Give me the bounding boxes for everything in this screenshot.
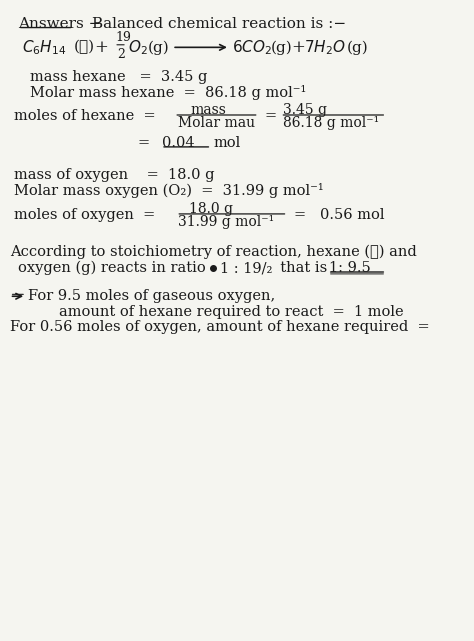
Text: For 9.5 moles of gaseous oxygen,: For 9.5 moles of gaseous oxygen, [28, 289, 275, 303]
Text: mol: mol [213, 136, 241, 150]
Text: moles of oxygen  =: moles of oxygen = [14, 208, 155, 222]
Text: =   0.56 mol: = 0.56 mol [293, 208, 384, 222]
Text: amount of hexane required to react  =  1 mole: amount of hexane required to react = 1 m… [59, 304, 404, 319]
Text: According to stoichiometry of reaction, hexane (ℓ) and: According to stoichiometry of reaction, … [9, 244, 416, 259]
Text: 86.18 g mol⁻¹: 86.18 g mol⁻¹ [283, 115, 379, 129]
Text: =: = [265, 109, 277, 123]
Text: 1 : 19/₂: 1 : 19/₂ [219, 261, 272, 275]
Text: mass: mass [191, 103, 227, 117]
Text: +: + [292, 39, 305, 56]
Text: 18.0 g: 18.0 g [189, 202, 233, 216]
Text: Molar mau: Molar mau [178, 115, 255, 129]
Text: Balanced chemical reaction is :−: Balanced chemical reaction is :− [92, 17, 346, 31]
Text: (g): (g) [346, 40, 368, 54]
Text: $O_2$: $O_2$ [128, 38, 148, 56]
Text: 3.45 g: 3.45 g [283, 103, 328, 117]
Text: +: + [94, 39, 108, 56]
Text: $6CO_2$: $6CO_2$ [232, 38, 272, 56]
Text: Molar mass hexane  =  86.18 g mol⁻¹: Molar mass hexane = 86.18 g mol⁻¹ [30, 85, 307, 99]
Text: oxygen (g) reacts in ratio: oxygen (g) reacts in ratio [18, 261, 206, 276]
Text: Answers −: Answers − [18, 17, 101, 31]
Text: (g): (g) [271, 40, 293, 54]
Text: mass of oxygen    =  18.0 g: mass of oxygen = 18.0 g [14, 168, 214, 182]
Text: (ℓ): (ℓ) [73, 40, 94, 54]
Text: $C_6H_{14}$: $C_6H_{14}$ [22, 38, 66, 56]
Text: 1: 9.5: 1: 9.5 [328, 261, 370, 275]
Text: 31.99 g mol⁻¹: 31.99 g mol⁻¹ [178, 215, 273, 229]
Text: (g): (g) [147, 40, 169, 54]
Text: moles of hexane  =: moles of hexane = [14, 109, 155, 123]
Text: 2: 2 [118, 49, 125, 62]
Text: For 0.56 moles of oxygen, amount of hexane required  =: For 0.56 moles of oxygen, amount of hexa… [9, 320, 429, 334]
Text: =: = [137, 136, 149, 150]
Text: 0.04: 0.04 [162, 136, 194, 150]
Text: mass hexane   =  3.45 g: mass hexane = 3.45 g [30, 70, 208, 84]
Text: 19: 19 [116, 31, 132, 44]
Text: Molar mass oxygen (O₂)  =  31.99 g mol⁻¹: Molar mass oxygen (O₂) = 31.99 g mol⁻¹ [14, 183, 323, 199]
Text: $7H_2O$: $7H_2O$ [304, 38, 346, 56]
Text: that is: that is [271, 261, 327, 275]
